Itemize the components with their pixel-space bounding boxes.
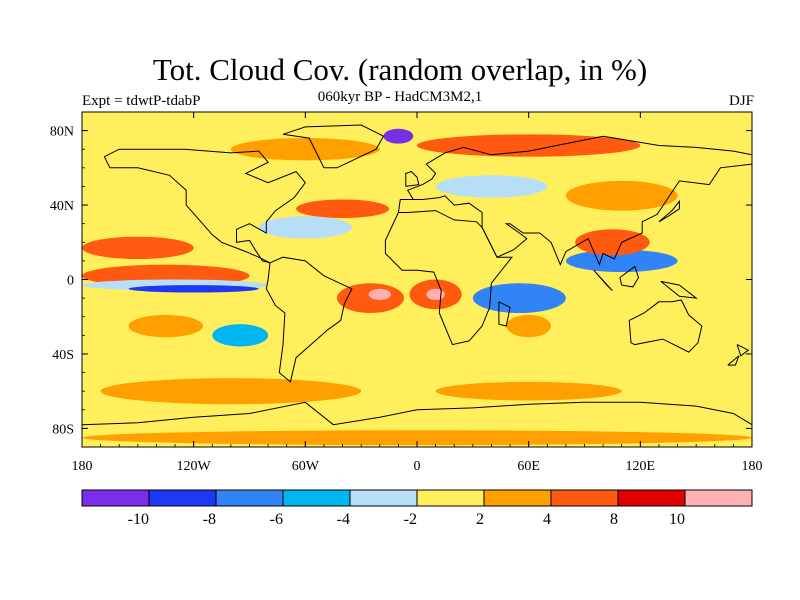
anomaly-region (435, 381, 622, 401)
lat-tick-label: 80N (50, 125, 74, 140)
coastline (498, 301, 511, 327)
lat-tick-label: 0 (67, 274, 74, 289)
anomaly-region (212, 324, 269, 347)
season-label: DJF (728, 93, 754, 109)
lon-tick-label: 180 (72, 459, 93, 474)
anomaly-region (435, 175, 548, 198)
coastline (658, 199, 680, 223)
colorbar: -10 -8 -6 -4 -2 2 4 8 10 (81, 489, 753, 528)
coastline (82, 401, 752, 426)
anomaly-region (383, 128, 414, 144)
lat-tick-label: 40S (52, 348, 74, 363)
anomaly-region (296, 199, 390, 219)
anomaly-region (565, 249, 678, 273)
map-title: Tot. Cloud Cov. (random overlap, in %) (152, 52, 648, 87)
colorbar-label: -2 (404, 511, 417, 528)
map-subtitle: 060kyr BP - HadCM3M2,1 (317, 89, 483, 105)
lon-tick-label: 120E (626, 459, 656, 474)
coastline (619, 265, 640, 288)
anomaly-region (258, 216, 352, 239)
lon-tick-label: 120W (177, 459, 212, 474)
lon-tick-label: 60W (292, 459, 320, 474)
lat-tick-label: 80S (52, 422, 74, 437)
coastline (282, 124, 385, 169)
colorbar-label: -6 (270, 511, 283, 528)
experiment-label: Expt = tdwtP-tdabP (82, 93, 201, 109)
colorbar-swatch (81, 489, 150, 507)
coastline (660, 280, 698, 299)
colorbar-swatch (550, 489, 619, 507)
lon-tick-label: 180 (742, 459, 763, 474)
colorbar-swatch (282, 489, 351, 507)
colorbar-label: 8 (610, 511, 618, 528)
anomaly-region (368, 288, 391, 300)
anomaly-region (128, 285, 259, 293)
anomaly-region (82, 430, 752, 446)
coastline (103, 148, 306, 264)
colorbar-swatch (215, 489, 284, 507)
anomaly-region (417, 134, 641, 157)
colorbar-swatch (617, 489, 686, 507)
anomaly-region (128, 314, 203, 338)
anomaly-region (472, 283, 566, 313)
coastline (265, 256, 353, 383)
colorbar-swatch (483, 489, 552, 507)
anomaly-region (230, 138, 380, 161)
coastline (628, 299, 703, 353)
colorbar-label: 4 (543, 511, 551, 528)
coastlines (82, 124, 752, 426)
coastline (405, 171, 420, 187)
colorbar-label: -8 (203, 511, 216, 528)
map-plot-area (82, 112, 752, 447)
colorbar-label: -10 (128, 511, 149, 528)
anomaly-region (565, 180, 678, 211)
colorbar-swatch (349, 489, 418, 507)
colorbar-swatch (684, 489, 753, 507)
anomaly-region (506, 314, 551, 338)
coastline (727, 355, 740, 366)
coastline (397, 135, 752, 267)
lat-tick-label: 40N (50, 199, 74, 214)
colorbar-label: -4 (337, 511, 350, 528)
coastline (384, 210, 513, 346)
anomaly-region (100, 378, 362, 405)
coastline (593, 269, 613, 292)
anomaly-region (82, 236, 194, 260)
colorbar-label: 10 (669, 511, 685, 528)
lon-tick-label: 60E (517, 459, 540, 474)
lon-tick-label: 0 (414, 459, 421, 474)
colorbar-swatch (416, 489, 485, 507)
anomaly-region (426, 288, 445, 300)
anomaly-region (575, 229, 650, 256)
map-axes: 80N 40N 0 40S 80S 180 120W 60W 0 60E 120E 180 (50, 112, 763, 474)
colorbar-swatch (148, 489, 217, 507)
coastline (736, 344, 750, 357)
colorbar-label: 2 (476, 511, 484, 528)
